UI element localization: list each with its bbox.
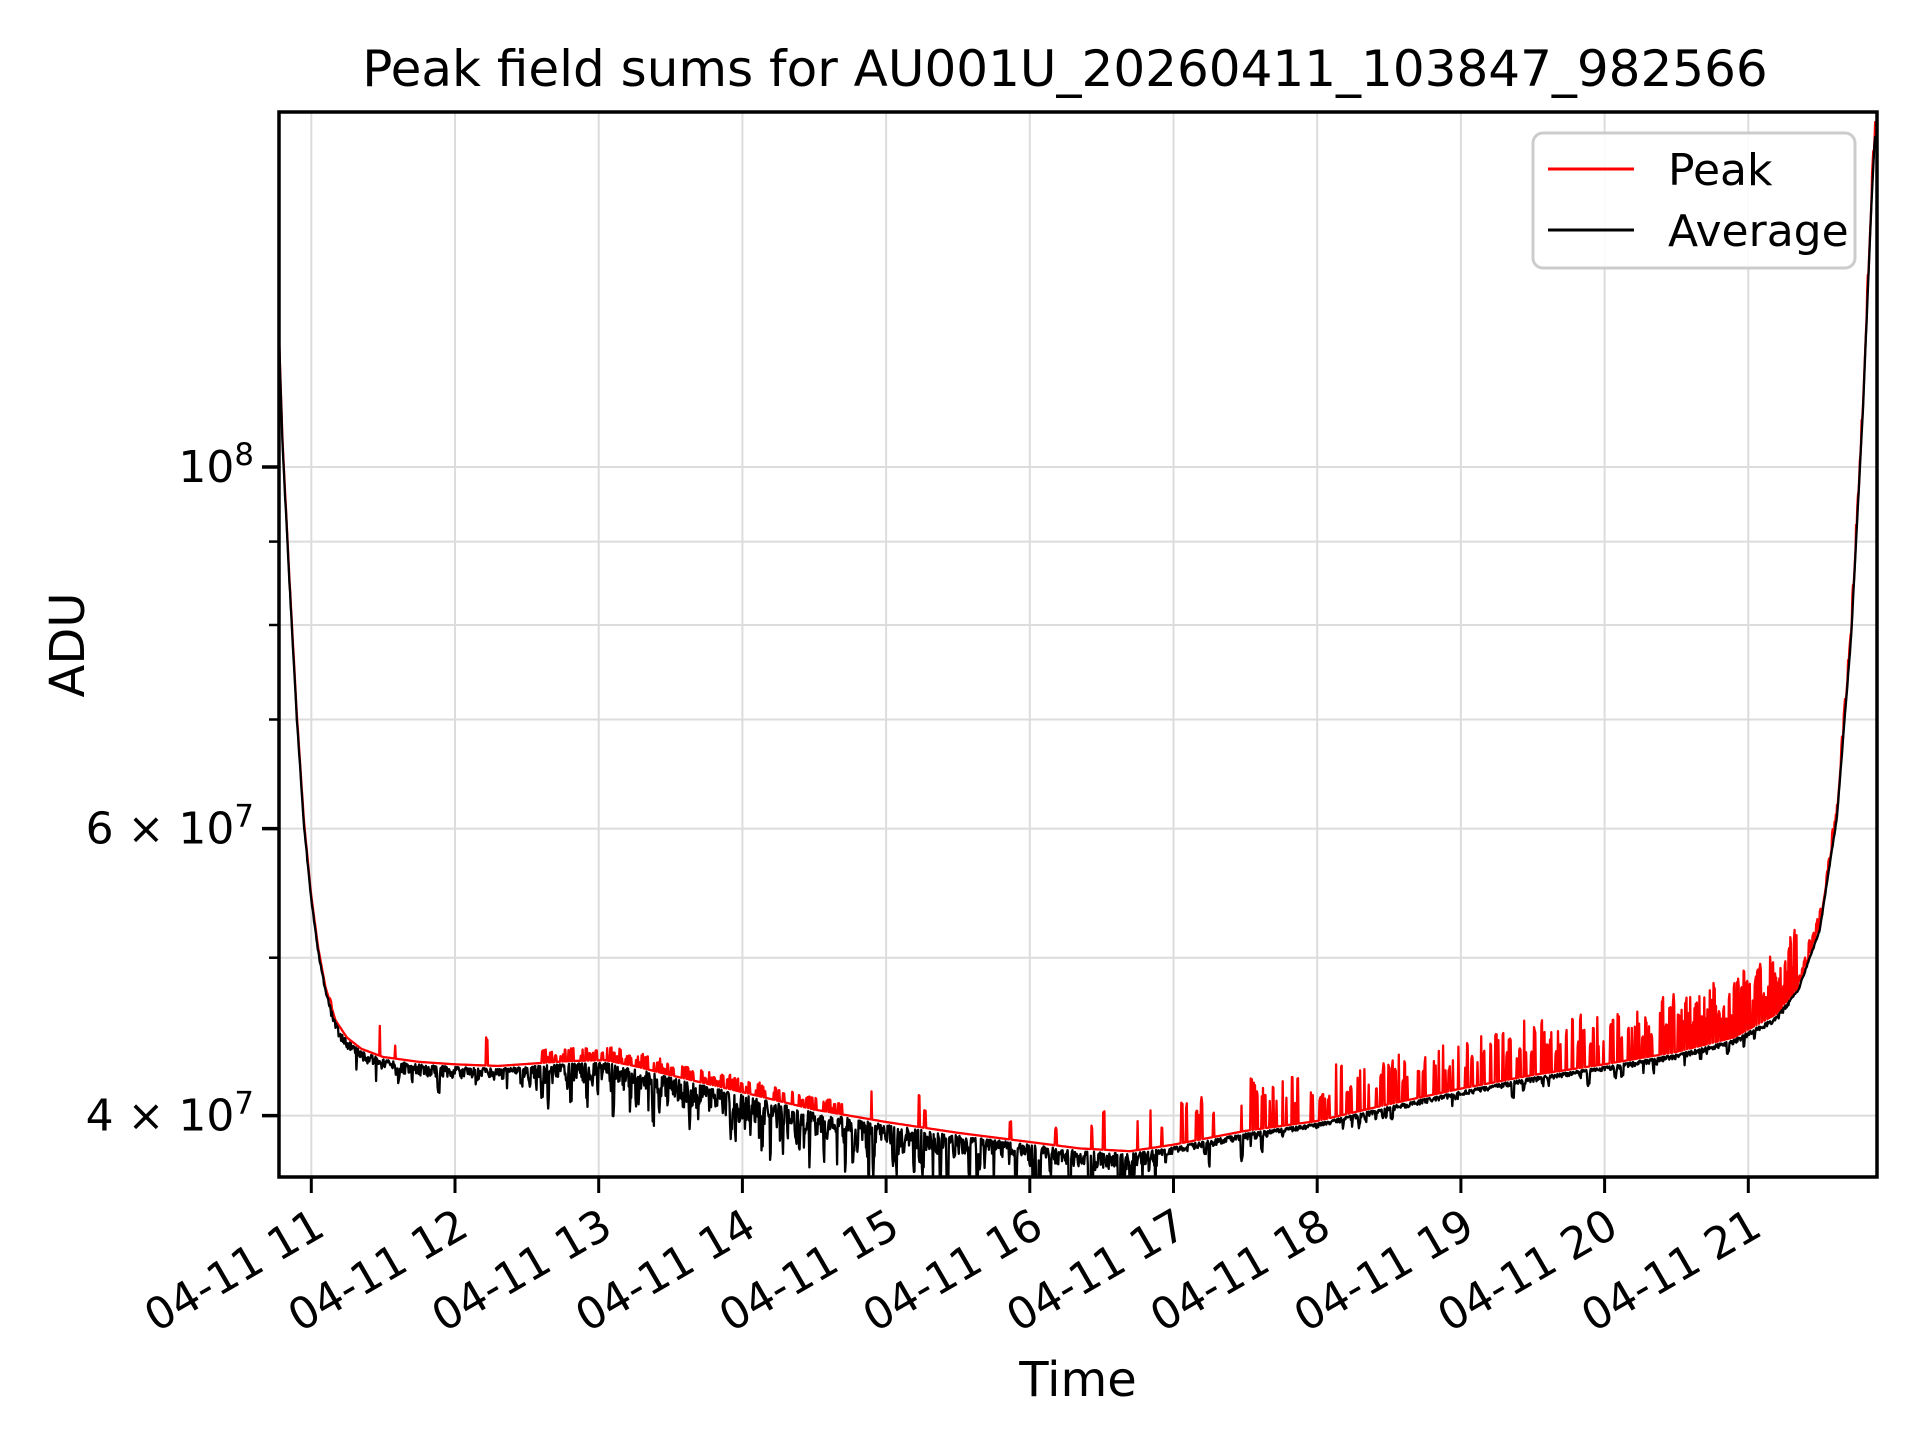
average-series-line: [279, 135, 1877, 1177]
legend-box: [1531, 131, 1857, 270]
y-tick-label: 4 × 107: [86, 1086, 254, 1142]
legend: Peak Average: [1531, 131, 1857, 270]
y-tick-label: 6 × 107: [86, 799, 254, 855]
axis-ticks: [262, 465, 1750, 1193]
y-tick-label: 108: [178, 437, 254, 493]
legend-peak-label: Peak: [1668, 145, 1773, 196]
y-axis-label: ADU: [40, 593, 96, 698]
chart-title: Peak field sums for AU001U_20260411_1038…: [362, 40, 1768, 98]
gridlines: [279, 112, 1877, 1177]
plot-series: [279, 120, 1877, 1177]
axes-frame: [277, 110, 1879, 1179]
x-axis-label: Time: [1018, 1352, 1136, 1408]
legend-average-label: Average: [1668, 206, 1849, 257]
peak-series-line: [279, 120, 1877, 1153]
